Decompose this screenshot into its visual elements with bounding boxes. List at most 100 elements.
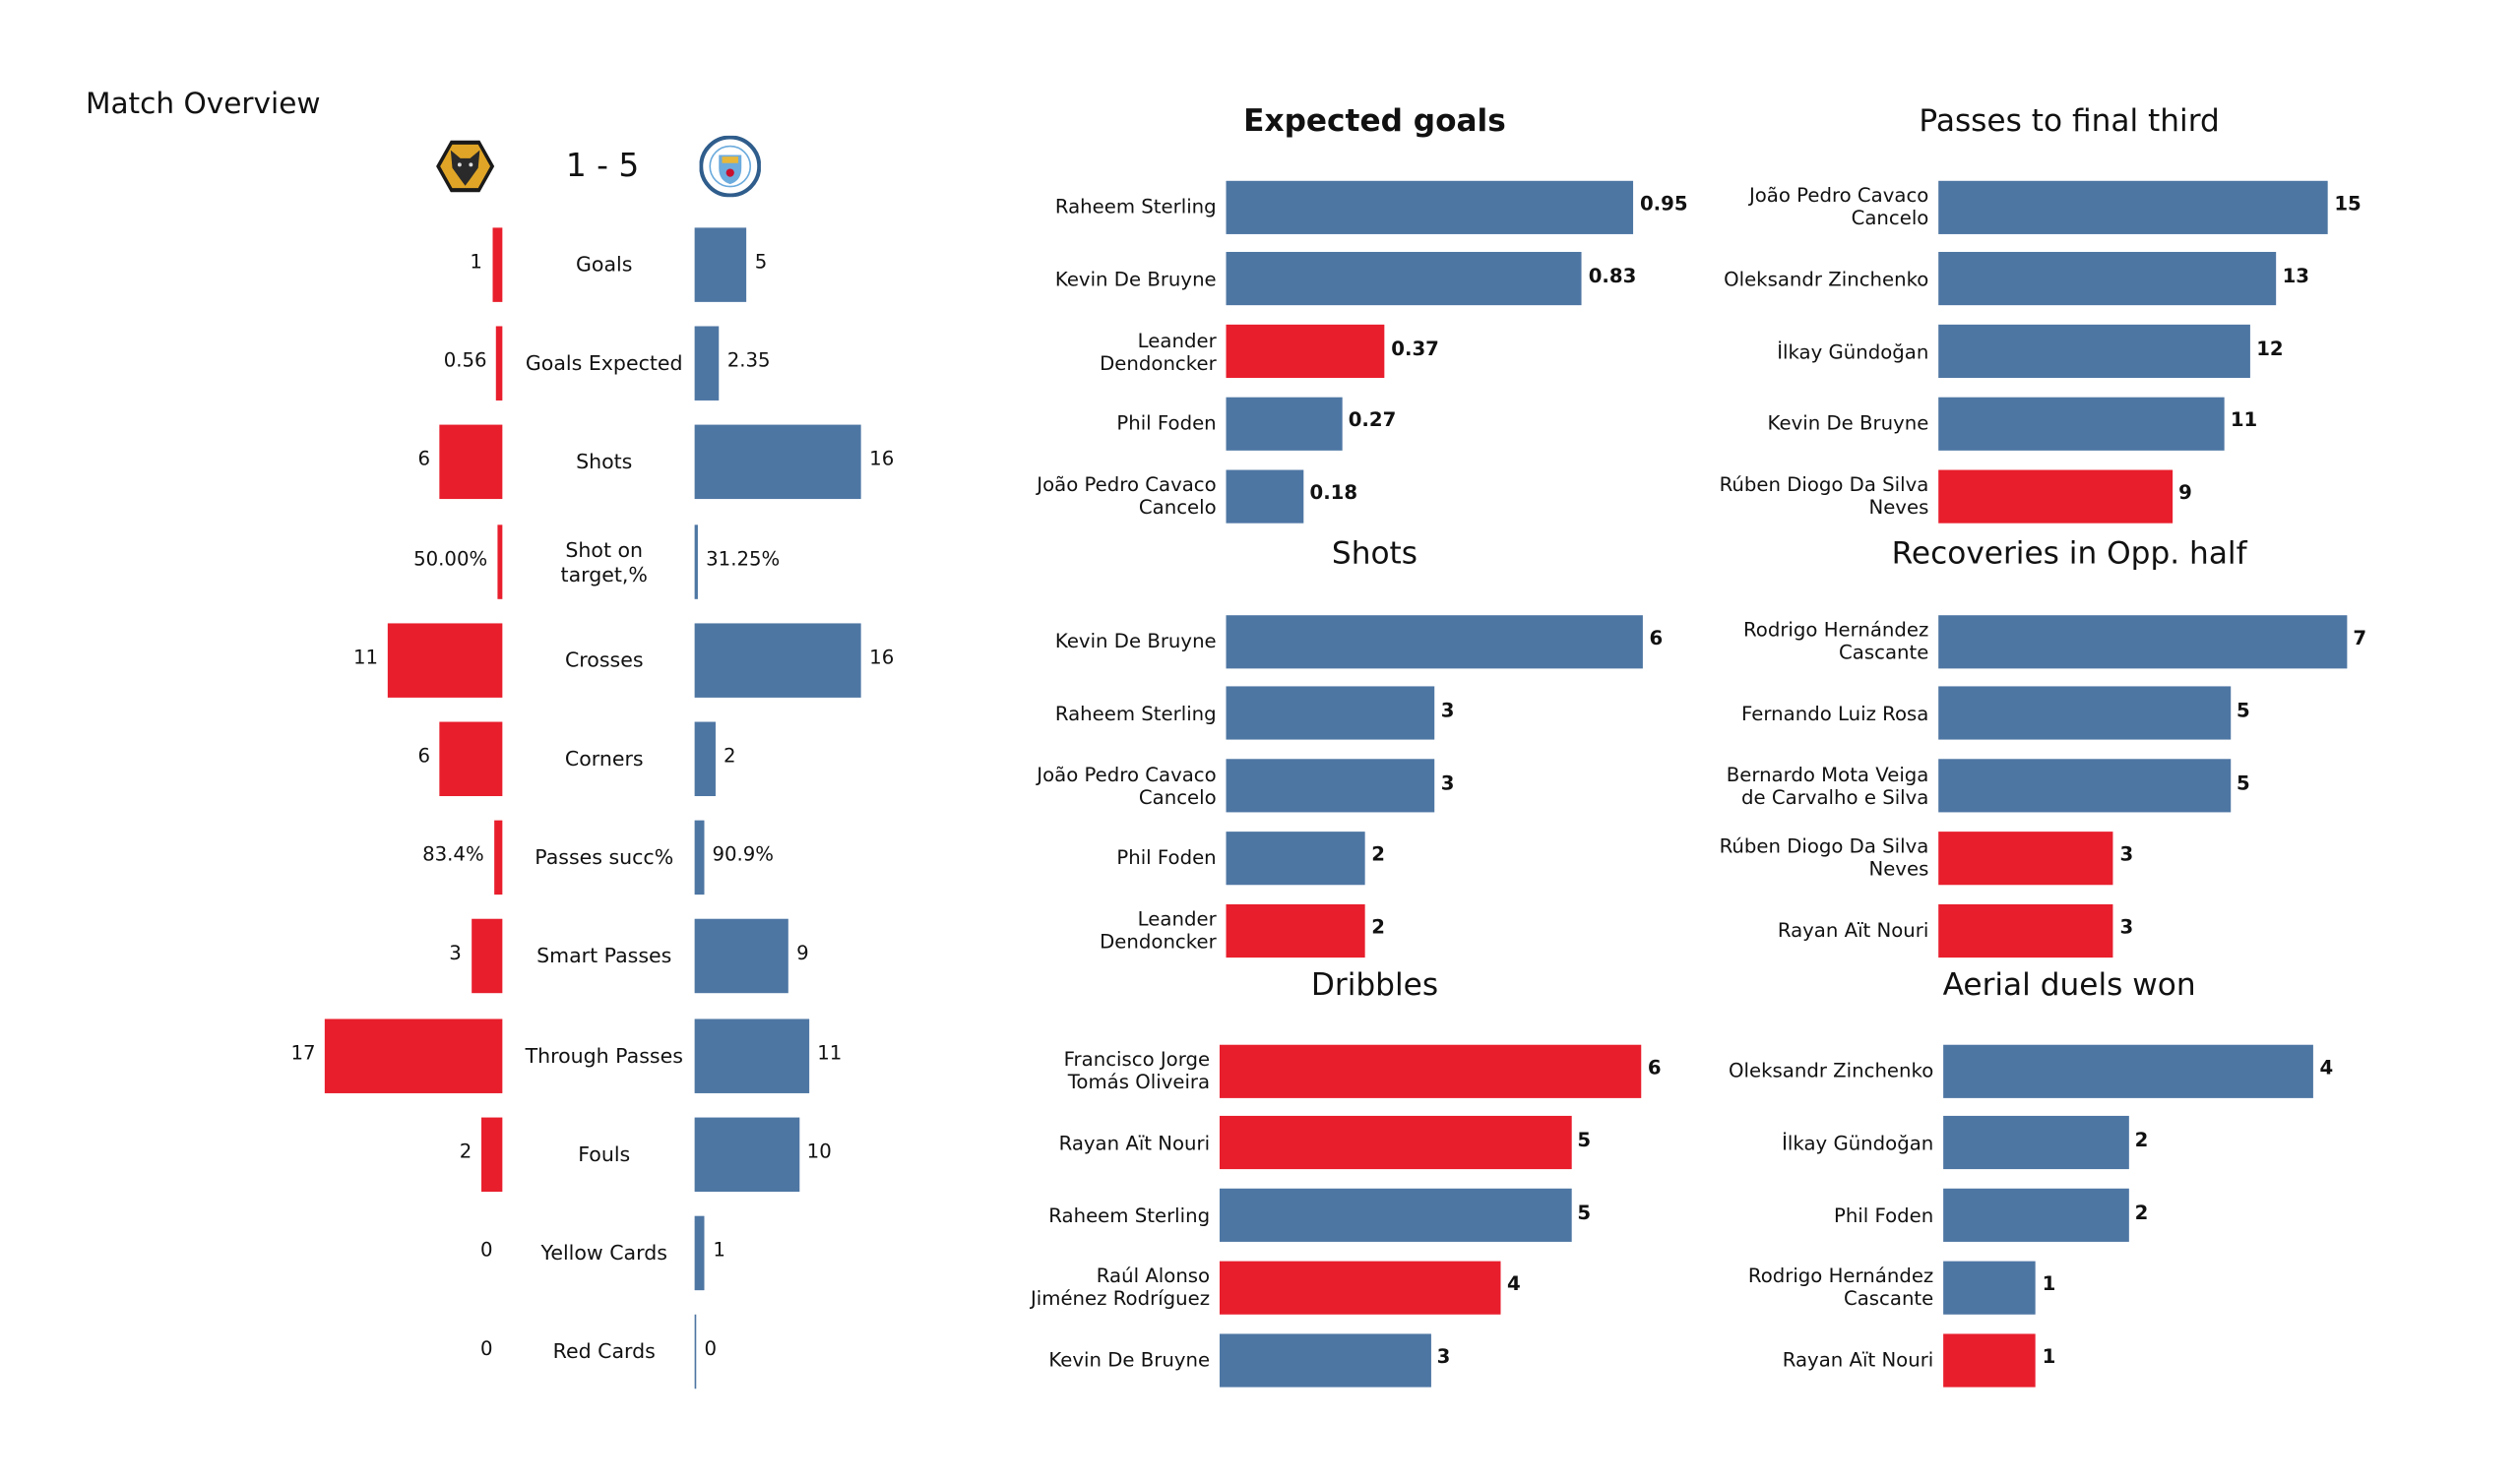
player-bar xyxy=(1219,1261,1501,1315)
player-name: Rayan Aït Nouri xyxy=(1777,919,1929,943)
chart-title: Expected goals xyxy=(1243,103,1506,140)
player-name: Kevin De Bruyne xyxy=(1054,268,1217,291)
player-bar xyxy=(1226,179,1634,234)
away-value: 16 xyxy=(869,448,895,471)
player-name: İlkay Gündoğan xyxy=(1777,339,1929,363)
bar-value: 0.83 xyxy=(1588,264,1637,287)
home-value: 2 xyxy=(459,1140,472,1163)
away-value: 16 xyxy=(869,646,895,669)
home-value: 17 xyxy=(290,1040,316,1064)
bar-value: 5 xyxy=(1577,1128,1592,1151)
bar-value: 9 xyxy=(2178,481,2192,505)
player-name: Phil Foden xyxy=(1116,412,1217,436)
away-bar xyxy=(694,425,861,500)
away-value: 1 xyxy=(713,1238,725,1262)
chart-title: Passes to final third xyxy=(1919,103,2220,140)
player-bar xyxy=(1226,469,1303,524)
player-bar xyxy=(1938,903,2113,957)
player-bar xyxy=(1226,903,1365,957)
bar-value: 3 xyxy=(1440,771,1455,794)
bar-value: 0.27 xyxy=(1348,408,1397,432)
bar-value: 0.37 xyxy=(1391,337,1439,360)
bar-value: 5 xyxy=(2236,771,2250,794)
home-bar xyxy=(481,1117,503,1192)
player-name: Phil Foden xyxy=(1116,846,1217,870)
bar-value: 4 xyxy=(2319,1056,2334,1080)
home-value: 50.00% xyxy=(413,546,488,570)
bar-value: 3 xyxy=(2119,843,2134,867)
stat-label: Goals xyxy=(576,251,633,277)
player-name: Kevin De Bruyne xyxy=(1767,412,1929,436)
away-bar xyxy=(694,227,747,302)
bar-value: 6 xyxy=(1649,626,1664,649)
away-bar xyxy=(694,1018,810,1093)
player-name: Leander Dendoncker xyxy=(1100,329,1217,375)
home-bar xyxy=(496,326,503,401)
player-bar xyxy=(1938,686,2231,741)
player-name: Rúben Diogo Da Silva Neves xyxy=(1719,473,1929,520)
away-value: 0 xyxy=(704,1337,718,1361)
away-bar xyxy=(694,820,705,895)
stat-label: Yellow Cards xyxy=(540,1240,667,1265)
home-value: 6 xyxy=(417,744,430,768)
player-bar xyxy=(1226,252,1583,306)
player-bar xyxy=(1943,1332,2037,1388)
player-name: Raheem Sterling xyxy=(1048,1203,1211,1227)
player-bar xyxy=(1226,324,1385,379)
bar-value: 5 xyxy=(1577,1201,1592,1224)
match-score: 1 - 5 xyxy=(565,145,640,185)
bar-value: 3 xyxy=(2119,915,2134,939)
player-name: Raheem Sterling xyxy=(1054,702,1217,725)
player-name: Fernando Luiz Rosa xyxy=(1741,702,1929,725)
stat-label: Goals Expected xyxy=(525,350,683,376)
home-value: 0 xyxy=(479,1337,493,1361)
player-name: Raheem Sterling xyxy=(1054,195,1217,218)
player-bar xyxy=(1943,1116,2129,1170)
player-bar xyxy=(1219,1332,1431,1388)
player-bar xyxy=(1226,686,1435,741)
home-value: 11 xyxy=(352,646,379,669)
home-bar xyxy=(439,721,503,797)
player-bar xyxy=(1226,614,1643,668)
player-bar xyxy=(1219,1043,1642,1098)
bar-value: 1 xyxy=(2042,1345,2056,1369)
player-name: Bernardo Mota Veiga de Carvalho e Silva xyxy=(1726,763,1929,809)
home-bar xyxy=(387,623,503,698)
away-bar xyxy=(694,1117,799,1192)
player-name: Oleksandr Zinchenko xyxy=(1729,1059,1934,1082)
home-value: 1 xyxy=(470,250,482,274)
bar-value: 12 xyxy=(2256,337,2284,360)
bar-value: 5 xyxy=(2236,699,2250,722)
player-name: Leander Dendoncker xyxy=(1100,907,1217,954)
bar-value: 3 xyxy=(1436,1345,1451,1369)
away-bar xyxy=(694,919,788,994)
stat-label: Passes succ% xyxy=(535,844,674,870)
player-bar xyxy=(1938,252,2277,306)
away-value: 10 xyxy=(806,1140,832,1163)
bar-value: 2 xyxy=(1371,843,1385,867)
chart-title: Dribbles xyxy=(1310,966,1439,1004)
player-name: Rúben Diogo Da Silva Neves xyxy=(1719,835,1929,881)
player-name: Rodrigo Hernández Cascante xyxy=(1747,1265,1934,1311)
away-value: 2 xyxy=(723,744,736,768)
player-bar xyxy=(1938,469,2173,524)
chart-title: Shots xyxy=(1331,535,1418,572)
player-bar xyxy=(1219,1188,1571,1243)
player-name: João Pedro Cavaco Cancelo xyxy=(1748,184,1929,230)
stat-label: Fouls xyxy=(578,1141,631,1166)
away-bar xyxy=(694,721,716,797)
home-bar xyxy=(439,425,503,500)
home-bar xyxy=(471,919,503,994)
player-bar xyxy=(1938,831,2113,886)
away-value: 31.25% xyxy=(706,546,781,570)
player-bar xyxy=(1943,1188,2129,1243)
bar-value: 2 xyxy=(2134,1201,2149,1224)
bar-value: 0.18 xyxy=(1309,481,1358,505)
player-name: João Pedro Cavaco Cancelo xyxy=(1037,473,1217,520)
page-title: Match Overview xyxy=(85,87,321,122)
chart-title: Aerial duels won xyxy=(1942,966,2196,1004)
player-bar xyxy=(1226,831,1365,886)
player-name: João Pedro Cavaco Cancelo xyxy=(1037,763,1217,809)
stat-label: Smart Passes xyxy=(536,943,672,968)
player-name: Rayan Aït Nouri xyxy=(1782,1348,1934,1372)
